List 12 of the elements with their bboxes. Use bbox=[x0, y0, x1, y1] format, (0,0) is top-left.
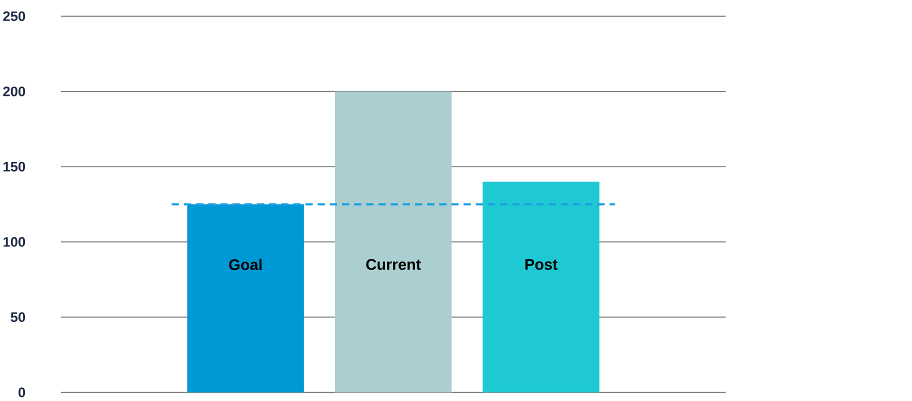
y-tick-label: 100 bbox=[4, 236, 26, 247]
y-tick-label: 50 bbox=[10, 312, 26, 322]
bar bbox=[334, 91, 452, 392]
y-tick-label: 150 bbox=[4, 162, 26, 172]
bar bbox=[482, 182, 600, 392]
bar bbox=[187, 204, 304, 392]
y-tick-label: 200 bbox=[3, 86, 26, 96]
x-tick-label: Goal bbox=[229, 258, 262, 270]
x-tick-label: Post bbox=[525, 258, 558, 270]
y-tick-label: 0 bbox=[18, 387, 26, 398]
y-tick-label: 250 bbox=[3, 11, 26, 21]
x-tick-label: Current bbox=[366, 258, 421, 270]
